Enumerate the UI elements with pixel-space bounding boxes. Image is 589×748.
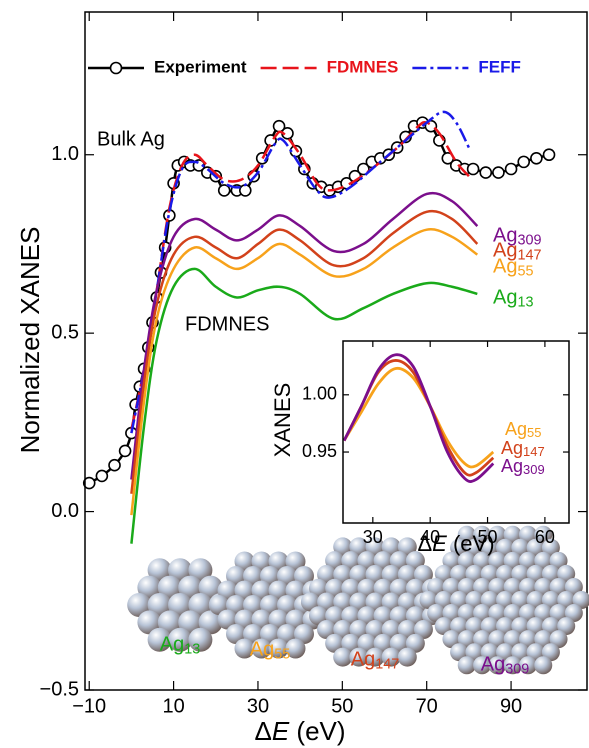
data-point bbox=[493, 167, 504, 178]
page: −101030507090−0.50.00.51.0Ag309Ag147Ag55… bbox=[0, 0, 589, 748]
data-point bbox=[219, 185, 230, 196]
x-tick-label: 50 bbox=[331, 695, 353, 717]
legend-label: FDMNES bbox=[327, 57, 399, 76]
x-tick-label: 30 bbox=[247, 695, 269, 717]
data-point bbox=[480, 167, 491, 178]
y-tick-label: 0.0 bbox=[51, 500, 79, 522]
y-axis-label: Normalized XANES bbox=[15, 227, 45, 454]
y-tick-label: 1.00 bbox=[302, 384, 337, 404]
y-tick-label: 0.5 bbox=[51, 321, 79, 343]
data-point bbox=[240, 185, 251, 196]
x-tick-label: 30 bbox=[363, 527, 383, 547]
y-tick-label: 0.95 bbox=[302, 441, 337, 461]
atom bbox=[534, 656, 552, 674]
series-label: Ag13 bbox=[493, 286, 533, 310]
x-tick-label: 90 bbox=[500, 695, 522, 717]
y-axis-label: XANES bbox=[270, 383, 295, 458]
atom bbox=[398, 648, 417, 667]
x-tick-label: 10 bbox=[162, 695, 184, 717]
legend-marker bbox=[111, 63, 122, 74]
data-point bbox=[506, 164, 517, 175]
data-point bbox=[109, 460, 120, 471]
data-point bbox=[468, 164, 479, 175]
legend-label: Experiment bbox=[154, 57, 247, 76]
data-point bbox=[96, 470, 107, 481]
data-point bbox=[531, 153, 542, 164]
legend-label: FEFF bbox=[478, 57, 521, 76]
x-tick-label: 60 bbox=[535, 527, 555, 547]
annotation: FDMNES bbox=[185, 313, 269, 335]
data-point bbox=[544, 149, 555, 160]
chart: −101030507090−0.50.00.51.0Ag309Ag147Ag55… bbox=[0, 0, 589, 748]
y-tick-label: 1.0 bbox=[51, 143, 79, 165]
data-point bbox=[518, 156, 529, 167]
y-tick-label: −0.5 bbox=[40, 678, 79, 700]
x-tick-label: 70 bbox=[416, 695, 438, 717]
data-point bbox=[120, 445, 131, 456]
x-axis-label: ΔE (eV) bbox=[254, 716, 345, 746]
annotation: Bulk Ag bbox=[97, 128, 165, 150]
x-axis-label: ΔE (eV) bbox=[417, 531, 494, 556]
